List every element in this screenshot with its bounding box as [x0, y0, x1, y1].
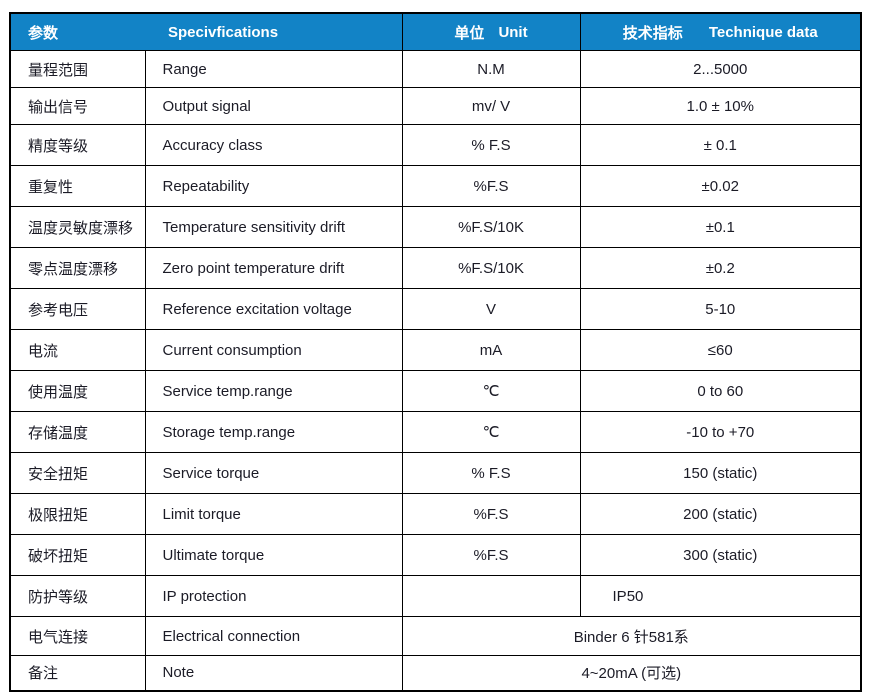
unit-cell: % F.S [401, 124, 581, 166]
header-unit-en-label: Unit [498, 23, 528, 41]
table-row: 安全扭矩 Service torque% F.S 150 (static) [9, 452, 862, 494]
header-cell-data: 技术指标 Technique data [579, 12, 862, 51]
param-cell: 存储温度 [9, 411, 146, 453]
merged-value-cell: 4~20mA (可选) [401, 655, 862, 691]
spec-cell: Temperature sensitivity drift [144, 206, 403, 248]
table-row: 电流 Current consumption mA ≤60 [9, 329, 862, 371]
param-cell: 温度灵敏度漂移 [9, 206, 146, 248]
header-data-cn-label: 技术指标 [622, 24, 683, 42]
value-cell: 2...5000 [579, 50, 862, 88]
value-cell: ± 0.1 [579, 124, 862, 166]
spec-cell: IP protection [144, 575, 403, 617]
spec-cell: Service temp.range [144, 370, 403, 412]
spec-sheet: 参数 Specivfications 单位 Unit 技术指标 Techniqu… [9, 12, 863, 692]
spec-cell: Electrical connection [144, 616, 403, 656]
value-cell: ±0.1 [579, 206, 862, 248]
unit-cell: % F.S [401, 452, 581, 494]
table-row: 备注 Note 4~20mA (可选) [9, 655, 862, 691]
header-cell-param-spec: 参数 Specivfications [9, 12, 403, 51]
spec-cell: Ultimate torque [144, 534, 403, 576]
table-row: 参考电压 Reference excitation voltage V 5-10 [9, 288, 862, 330]
table-row: 防护等级 IP protection IP50 [9, 575, 862, 617]
spec-cell: Output signal [144, 87, 403, 125]
unit-cell [401, 575, 581, 617]
unit-cell: mv/ V [401, 87, 581, 125]
specification-table: 参数 Specivfications 单位 Unit 技术指标 Techniqu… [9, 12, 863, 692]
table-row: 输出信号 Output signal mv/ V 1.0 ± 10% [9, 87, 862, 125]
param-cell: 使用温度 [9, 370, 146, 412]
spec-cell: Zero point temperature drift [144, 247, 403, 289]
spec-cell: Storage temp.range [144, 411, 403, 453]
param-cell: 电流 [9, 329, 146, 371]
value-cell: ±0.2 [579, 247, 862, 289]
table-row: 极限扭矩 Limit torque %F.S 200 (static) [9, 493, 862, 535]
value-cell: IP50 [579, 575, 862, 617]
unit-cell: %F.S/10K [401, 247, 581, 289]
spec-cell: Reference excitation voltage [144, 288, 403, 330]
unit-cell: mA [401, 329, 581, 371]
spec-cell: Service torque [144, 452, 403, 494]
header-unit-cn-label: 单位 [454, 24, 485, 42]
table-row: 零点温度漂移 Zero point temperature drift %F.S/1… [9, 247, 862, 289]
value-cell: 150 (static) [579, 452, 862, 494]
unit-cell: V [401, 288, 581, 330]
param-cell: 精度等级 [9, 124, 146, 166]
header-cell-unit: 单位 Unit [401, 12, 581, 51]
unit-cell: %F.S [401, 534, 581, 576]
param-cell: 防护等级 [9, 575, 146, 617]
value-cell: ±0.02 [579, 165, 862, 207]
param-cell: 量程范围 [9, 50, 146, 88]
unit-cell: N.M [401, 50, 581, 88]
table-row: 存储温度 Storage temp.range ℃ -10 to +70 [9, 411, 862, 453]
value-cell: 300 (static) [579, 534, 862, 576]
param-cell: 破坏扭矩 [9, 534, 146, 576]
header-row: 参数 Specivfications 单位 Unit 技术指标 Techniqu… [9, 12, 862, 51]
unit-cell: %F.S/10K [401, 206, 581, 248]
table-row: 使用温度 Service temp.range ℃ 0 to 60 [9, 370, 862, 412]
spec-cell: Note [144, 655, 403, 691]
spec-cell: Limit torque [144, 493, 403, 535]
param-cell: 重复性 [9, 165, 146, 207]
header-spec-label: Specivfications [168, 23, 279, 41]
param-cell: 输出信号 [9, 87, 146, 125]
table-row: 重复性 Repeatability %F.S ±0.02 [9, 165, 862, 207]
spec-cell: Accuracy class [144, 124, 403, 166]
param-cell: 参考电压 [9, 288, 146, 330]
table-row: 温度灵敏度漂移 Temperature sensitivity drift %F.S… [9, 206, 862, 248]
value-cell: 0 to 60 [579, 370, 862, 412]
table-row: 精度等级 Accuracy class% F.S ± 0.1 [9, 124, 862, 166]
table-row: 电气连接 Electrical connection Binder 6 针581系 [9, 616, 862, 656]
table-row: 破坏扭矩 Ultimate torque %F.S 300 (static) [9, 534, 862, 576]
spec-cell: Range [144, 50, 403, 88]
unit-cell: ℃ [401, 370, 581, 412]
spec-table-body: 量程范围 Range N.M 2...5000 输出信号 Output signal mv/… [9, 50, 862, 691]
merged-value-cell: Binder 6 针581系 [401, 616, 862, 656]
param-cell: 安全扭矩 [9, 452, 146, 494]
header-data-en-label: Technique data [708, 23, 818, 41]
value-cell: -10 to +70 [579, 411, 862, 453]
value-cell: 1.0 ± 10% [579, 87, 862, 125]
spec-cell: Repeatability [144, 165, 403, 207]
param-cell: 极限扭矩 [9, 493, 146, 535]
param-cell: 零点温度漂移 [9, 247, 146, 289]
value-cell: 5-10 [579, 288, 862, 330]
header-param-label: 参数 [28, 24, 59, 42]
param-cell: 备注 [9, 655, 146, 691]
unit-cell: %F.S [401, 493, 581, 535]
param-cell: 电气连接 [9, 616, 146, 656]
table-row: 量程范围 Range N.M 2...5000 [9, 50, 862, 88]
unit-cell: %F.S [401, 165, 581, 207]
value-cell: 200 (static) [579, 493, 862, 535]
table-header: 参数 Specivfications 单位 Unit 技术指标 Techniqu… [9, 12, 862, 51]
spec-cell: Current consumption [144, 329, 403, 371]
unit-cell: ℃ [401, 411, 581, 453]
value-cell: ≤60 [579, 329, 862, 371]
